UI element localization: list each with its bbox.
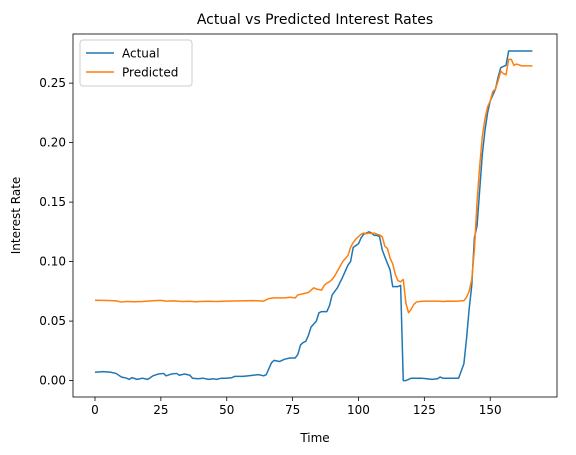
y-tick-label: 0.00: [39, 374, 66, 388]
plot-area: [73, 34, 557, 397]
x-tick-label: 150: [479, 403, 502, 417]
y-tick-label: 0.05: [39, 314, 66, 328]
x-tick-label: 100: [347, 403, 370, 417]
legend-label-actual: Actual: [122, 47, 160, 61]
legend-label-predicted: Predicted: [122, 66, 178, 80]
y-tick-label: 0.15: [39, 195, 66, 209]
y-tick-label: 0.10: [39, 255, 66, 269]
y-tick-label: 0.20: [39, 136, 66, 150]
x-tick-label: 25: [153, 403, 168, 417]
x-tick-label: 125: [413, 403, 436, 417]
x-tick-label: 0: [91, 403, 99, 417]
plot-background: [73, 34, 557, 397]
y-axis-title: Interest Rate: [9, 177, 23, 255]
x-tick-label: 75: [285, 403, 300, 417]
x-tick-label: 50: [219, 403, 234, 417]
legend: Actual Predicted: [80, 40, 192, 86]
x-axis-title: Time: [299, 431, 329, 445]
y-tick-label: 0.25: [39, 76, 66, 90]
chart-title: Actual vs Predicted Interest Rates: [197, 12, 433, 28]
